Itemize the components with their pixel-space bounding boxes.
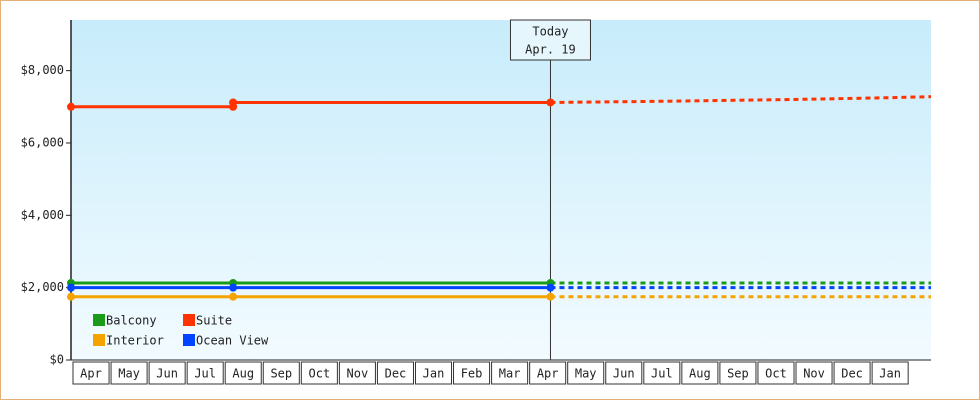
x-category-cell — [300, 361, 338, 385]
legend-label: Ocean View — [196, 334, 269, 348]
x-category-cell — [338, 361, 376, 385]
legend-label: Balcony — [106, 314, 157, 328]
x-category-cell — [605, 361, 643, 385]
x-tick-label: Nov — [347, 367, 369, 381]
x-tick-label: Jun — [613, 367, 635, 381]
x-category-cell — [567, 361, 605, 385]
y-tick-label: $6,000 — [21, 135, 64, 149]
x-tick-label: Aug — [232, 367, 254, 381]
y-tick-label: $2,000 — [21, 280, 64, 294]
x-category-cell — [833, 361, 871, 385]
point — [67, 283, 75, 292]
legend-label: Suite — [196, 314, 232, 328]
today-date: Apr. 19 — [525, 43, 576, 57]
today-title: Today — [532, 25, 568, 39]
x-category-cell — [871, 361, 909, 385]
x-tick-label: Aug — [689, 367, 711, 381]
x-category-cell — [795, 361, 833, 385]
x-category-cell — [719, 361, 757, 385]
x-category-cell — [186, 361, 224, 385]
x-tick-label: Dec — [841, 367, 863, 381]
point — [546, 98, 555, 107]
x-tick-label: Mar — [499, 367, 521, 381]
x-tick-label: Jun — [156, 367, 178, 381]
x-category-cell — [757, 361, 795, 385]
point — [67, 292, 75, 301]
y-tick-label: $4,000 — [21, 208, 64, 222]
x-tick-label: Sep — [727, 367, 749, 381]
x-category-cell — [491, 361, 529, 385]
legend-swatch — [93, 314, 105, 326]
x-tick-label: Sep — [270, 367, 292, 381]
x-category-cell — [529, 361, 567, 385]
x-category-cell — [72, 361, 110, 385]
x-tick-label: Jan — [423, 367, 445, 381]
legend-swatch — [93, 334, 105, 346]
x-tick-label: Apr — [537, 367, 559, 381]
x-category-cell — [224, 361, 262, 385]
point — [546, 292, 555, 301]
x-tick-label: Jul — [651, 367, 673, 381]
x-category-cell — [453, 361, 491, 385]
point — [229, 98, 238, 107]
point — [546, 283, 555, 292]
x-category-cell — [262, 361, 300, 385]
forecast-line — [550, 95, 932, 104]
point — [229, 283, 238, 292]
x-category-cell — [376, 361, 414, 385]
x-tick-label: Nov — [803, 367, 825, 381]
x-category-cell — [643, 361, 681, 385]
x-category-cell — [110, 361, 148, 385]
legend-swatch — [183, 334, 195, 346]
x-tick-label: May — [575, 367, 597, 381]
x-category-cell — [414, 361, 453, 385]
x-tick-label: Feb — [461, 367, 483, 381]
x-category-cell — [681, 361, 719, 385]
x-tick-label: May — [118, 367, 140, 381]
legend-swatch — [183, 314, 195, 326]
x-tick-label: Apr — [80, 367, 102, 381]
y-tick-label: $0 — [50, 353, 64, 367]
legend-label: Interior — [106, 334, 164, 348]
x-tick-label: Jul — [194, 367, 216, 381]
plot-area — [71, 20, 931, 360]
today-box — [509, 19, 591, 61]
x-tick-label: Jan — [879, 367, 901, 381]
point — [229, 292, 238, 301]
x-tick-label: Dec — [385, 367, 407, 381]
y-tick-label: $8,000 — [21, 63, 64, 77]
x-tick-label: Oct — [765, 367, 787, 381]
point — [67, 102, 75, 111]
x-category-cell — [148, 361, 186, 385]
x-tick-label: Oct — [309, 367, 331, 381]
